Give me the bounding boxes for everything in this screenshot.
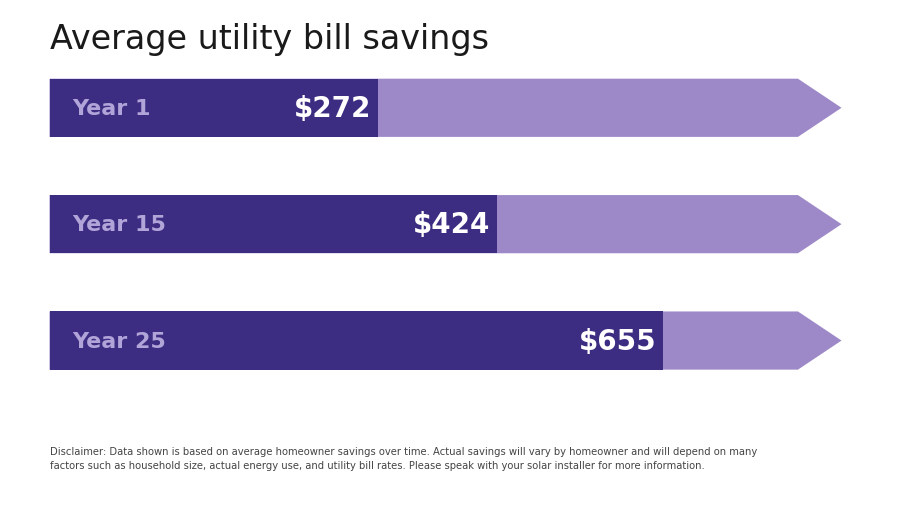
Polygon shape xyxy=(50,79,842,137)
Text: Average utility bill savings: Average utility bill savings xyxy=(50,23,489,56)
Polygon shape xyxy=(50,312,663,370)
Text: $272: $272 xyxy=(293,94,371,123)
Polygon shape xyxy=(50,79,378,137)
Polygon shape xyxy=(50,195,497,254)
Text: Year 1: Year 1 xyxy=(72,98,150,119)
Polygon shape xyxy=(50,195,842,254)
Text: Year 15: Year 15 xyxy=(72,215,166,235)
Text: Year 25: Year 25 xyxy=(72,331,166,351)
Text: $424: $424 xyxy=(412,211,490,239)
Polygon shape xyxy=(50,312,842,370)
Text: Disclaimer: Data shown is based on average homeowner savings over time. Actual s: Disclaimer: Data shown is based on avera… xyxy=(50,446,757,470)
Text: $655: $655 xyxy=(579,327,656,355)
